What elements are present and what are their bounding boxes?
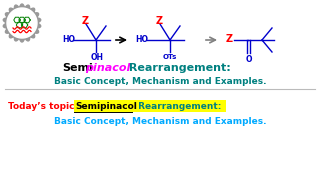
Text: Basic Concept, Mechanism and Examples.: Basic Concept, Mechanism and Examples.	[54, 118, 266, 127]
Text: pinacol: pinacol	[85, 63, 130, 73]
Text: O: O	[246, 55, 252, 64]
Text: Z: Z	[156, 16, 163, 26]
Text: HO: HO	[135, 35, 148, 44]
Bar	[74, 100, 226, 112]
Text: HO: HO	[62, 35, 75, 44]
Text: Rearrangement:: Rearrangement:	[135, 102, 221, 111]
Polygon shape	[3, 4, 41, 42]
Text: Z: Z	[226, 34, 233, 44]
Text: OH: OH	[91, 53, 104, 62]
Text: Today’s topic:: Today’s topic:	[8, 102, 81, 111]
Text: Rearrangement:: Rearrangement:	[125, 63, 231, 73]
Text: Basic Concept, Mechanism and Examples.: Basic Concept, Mechanism and Examples.	[54, 76, 266, 86]
Text: OTs: OTs	[163, 54, 177, 60]
Text: Semipinacol: Semipinacol	[75, 102, 137, 111]
Text: Semi: Semi	[62, 63, 93, 73]
Text: Z: Z	[82, 16, 89, 26]
Polygon shape	[7, 8, 37, 38]
